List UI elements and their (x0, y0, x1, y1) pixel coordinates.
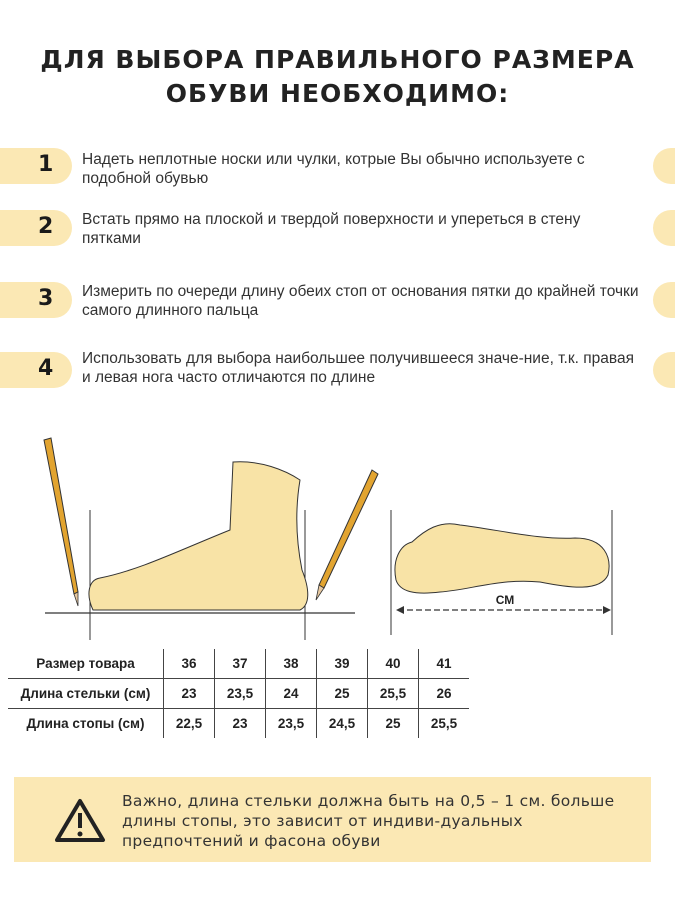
row-label: Длина стельки (см) (8, 678, 164, 709)
cell: 36 (163, 649, 215, 679)
warning-text: Важно, длина стельки должна быть на 0,5 … (122, 792, 615, 850)
warning-triangle-icon (55, 799, 105, 842)
cell: 24 (265, 678, 317, 709)
step-tab-3 (0, 282, 72, 318)
cell: 22,5 (163, 708, 215, 738)
cell: 37 (214, 649, 266, 679)
warning-box: Важно, длина стельки должна быть на 0,5 … (14, 777, 651, 862)
cell: 26 (418, 678, 469, 709)
decorative-tab (653, 148, 675, 184)
unit-label: СМ (496, 593, 515, 607)
foot-side-view (88, 461, 309, 611)
title-text: ДЛЯ ВЫБОРА (40, 45, 255, 74)
step-text: Измерить по очереди длину обеих стоп от … (82, 283, 639, 319)
cell: 24,5 (316, 708, 368, 738)
step-text: Использовать для выбора наибольшее получ… (82, 350, 634, 386)
foot-sole-view (394, 523, 610, 594)
pencil-left-icon (43, 437, 79, 607)
row-label: Длина стопы (см) (8, 708, 164, 738)
cell: 23,5 (214, 678, 266, 709)
page-title-line-2: ОБУВИ НЕОБХОДИМО: (165, 79, 510, 108)
decorative-tab (653, 352, 675, 388)
cell: 25,5 (418, 708, 469, 738)
cell: 23,5 (265, 708, 317, 738)
table-row-foot: Длина стопы (см) 22,5 23 23,5 24,5 25 25… (8, 708, 469, 738)
cell: 38 (265, 649, 317, 679)
cell: 41 (418, 649, 469, 679)
table-row-size: Размер товара 36 37 38 39 40 41 (8, 649, 469, 679)
cell: 25,5 (367, 678, 419, 709)
decorative-tab (653, 282, 675, 318)
size-table: Размер товара 36 37 38 39 40 41 Длина ст… (8, 649, 469, 738)
step-tab-1 (0, 148, 72, 184)
page-title-line-1: ДЛЯ ВЫБОРА ПРАВИЛЬНОГО РАЗМЕРА (0, 45, 675, 74)
row-label: Размер товара (36, 656, 135, 671)
step-text: Надеть неплотные носки или чулки, котрые… (82, 151, 585, 187)
step-number: 3 (38, 286, 54, 311)
foot-measure-diagram: СМ (43, 437, 613, 640)
step-text: Встать прямо на плоской и твердой поверх… (82, 211, 581, 247)
pencil-right-icon (315, 469, 379, 601)
step-number: 4 (38, 356, 54, 381)
cell: 23 (214, 708, 266, 738)
step-tab-2 (0, 210, 72, 246)
step-number: 1 (38, 152, 54, 177)
cell: 40 (367, 649, 419, 679)
title-bold-text: ПРАВИЛЬНОГО (254, 45, 483, 74)
cell: 23 (163, 678, 215, 709)
title-text: РАЗМЕРА (482, 45, 635, 74)
cell: 25 (316, 678, 368, 709)
decorative-tab (653, 210, 675, 246)
step-tab-4 (0, 352, 72, 388)
cell: 39 (316, 649, 368, 679)
cell: 25 (367, 708, 419, 738)
step-number: 2 (38, 214, 54, 239)
table-row-insole: Длина стельки (см) 23 23,5 24 25 25,5 26 (8, 678, 469, 709)
